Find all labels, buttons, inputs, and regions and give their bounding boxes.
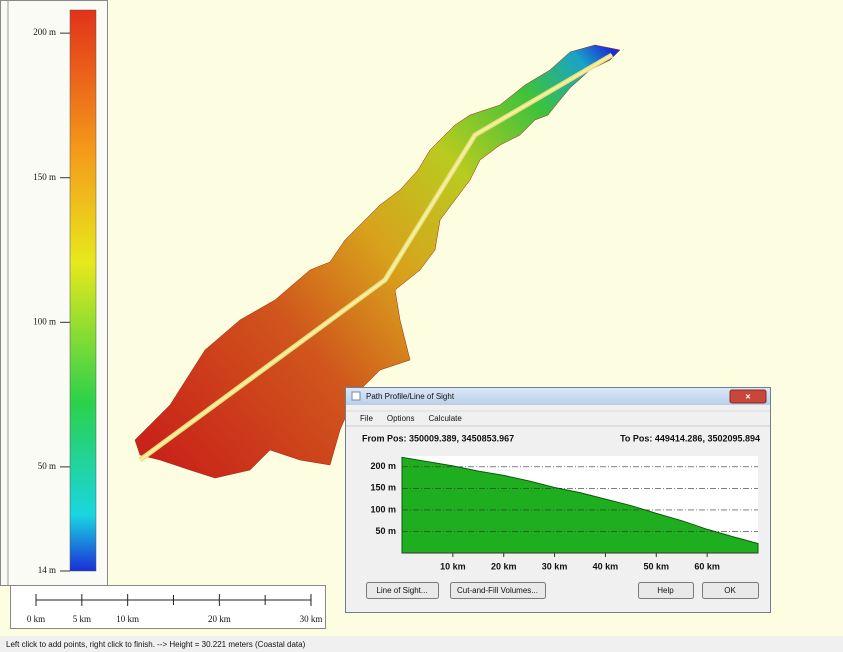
color-bar (70, 10, 96, 571)
y-tick-label: 50 m (375, 526, 396, 536)
status-text: Left click to add points, right click to… (6, 640, 306, 649)
app-window: 200 m 150 m 100 m 50 m 14 m 0 km 5 km 10 km 20 … (0, 0, 843, 652)
button-label[interactable]: OK (724, 586, 736, 595)
x-tick-label: 50 km (644, 561, 670, 571)
scale-tick-label: 10 km (116, 614, 139, 624)
x-tick-label: 60 km (694, 561, 720, 571)
legend-tick-label: 14 m (38, 565, 56, 575)
menu-item[interactable]: Options (387, 414, 415, 423)
close-icon[interactable]: × (745, 391, 750, 401)
menu-item[interactable]: Calculate (428, 414, 462, 423)
scale-bar-box (11, 586, 326, 629)
legend-tick-label: 100 m (33, 316, 56, 326)
button-label[interactable]: Help (657, 586, 674, 595)
from-pos: From Pos: 350009.389, 3450853.967 (362, 433, 514, 443)
x-tick-label: 40 km (593, 561, 619, 571)
dialog-title: Path Profile/Line of Sight (366, 392, 455, 401)
scale-tick-label: 0 km (27, 614, 45, 624)
y-tick-label: 100 m (370, 504, 396, 514)
y-tick-label: 150 m (370, 483, 396, 493)
menu-item[interactable]: File (360, 414, 373, 423)
legend-tick-label: 50 m (38, 461, 56, 471)
button-label[interactable]: Line of Sight... (376, 586, 427, 595)
legend-tick-label: 200 m (33, 27, 56, 37)
button-label[interactable]: Cut-and-Fill Volumes... (457, 586, 538, 595)
y-tick-label: 200 m (370, 461, 396, 471)
legend-tick-label: 150 m (33, 172, 56, 182)
x-tick-label: 30 km (542, 561, 568, 571)
to-pos: To Pos: 449414.286, 3502095.894 (620, 433, 760, 443)
scale-tick-label: 20 km (208, 614, 231, 624)
x-tick-label: 20 km (491, 561, 517, 571)
x-tick-label: 10 km (440, 561, 466, 571)
scale-tick-label: 30 km (300, 614, 323, 624)
dialog-icon (352, 392, 360, 400)
scale-tick-label: 5 km (73, 614, 91, 624)
